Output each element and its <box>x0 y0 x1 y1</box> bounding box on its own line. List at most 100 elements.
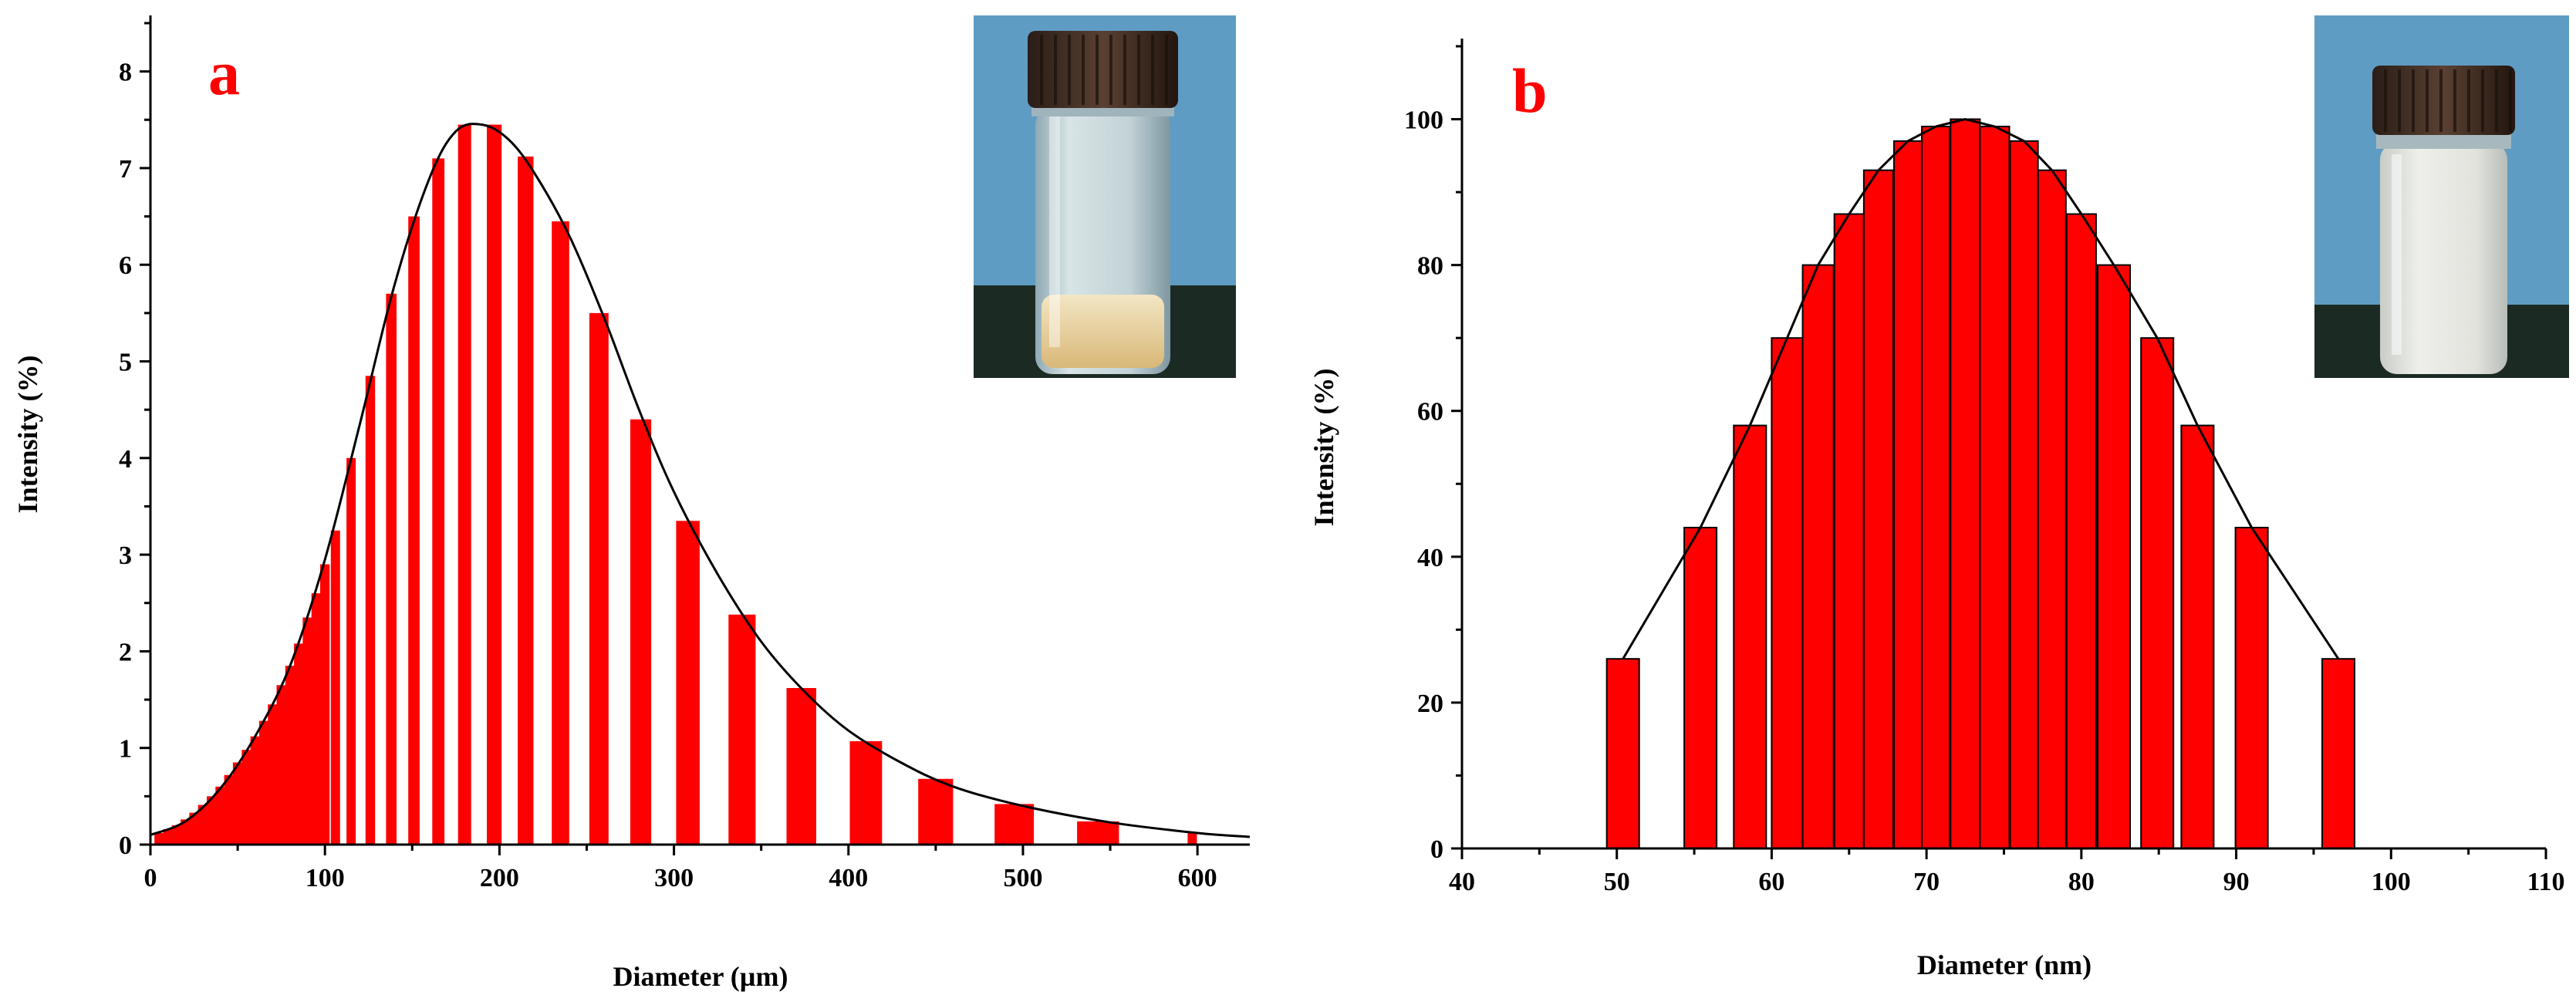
a-bar <box>1187 833 1197 845</box>
b-inset-vial-photo <box>2314 15 2569 378</box>
b-axes: 40 50 60 70 80 90 100 110 0 20 40 60 80 100 <box>1404 39 2565 896</box>
b-y-tick-label: 40 <box>1417 544 1443 572</box>
a-y-tick-label: 5 <box>119 349 132 377</box>
a-inset-vial-photo <box>974 15 1236 378</box>
b-bar <box>2009 140 2039 849</box>
b-y-tick-label: 60 <box>1417 398 1443 427</box>
a-bar <box>994 804 1035 845</box>
b-x-tick-label: 100 <box>2372 868 2411 896</box>
b-bars <box>1605 118 2355 850</box>
a-y-tick-label: 3 <box>119 541 132 570</box>
b-y-tick-label: 80 <box>1417 252 1443 281</box>
a-x-tick-label: 200 <box>480 864 519 892</box>
b-bar <box>1733 424 1767 849</box>
b-bar <box>1771 337 1804 849</box>
a-bar <box>224 774 234 845</box>
b-bar <box>1950 118 1981 849</box>
panel-a: 0 100 200 300 400 500 600 0 1 2 3 4 5 6 7 8 a Diameter … <box>12 15 1251 992</box>
a-bar <box>487 124 502 845</box>
b-bar <box>2234 527 2269 849</box>
a-x-tick-label: 500 <box>1003 864 1042 892</box>
a-bar <box>365 376 376 845</box>
a-y-tick-label: 0 <box>119 831 132 860</box>
a-bar <box>849 740 883 845</box>
a-bar <box>181 819 191 845</box>
b-bar <box>1979 126 2010 849</box>
b-bar <box>2097 264 2131 850</box>
a-bar <box>215 786 225 845</box>
b-bar <box>1605 658 1640 850</box>
a-bar <box>630 419 652 845</box>
a-y-tick-label: 6 <box>119 251 132 280</box>
a-axes: 0 100 200 300 400 500 600 0 1 2 3 4 5 6 7 8 <box>119 15 1250 892</box>
a-y-tick-label: 4 <box>119 445 132 474</box>
a-bar <box>171 825 182 845</box>
a-bar <box>589 312 609 845</box>
a-bar <box>346 457 356 845</box>
a-bar <box>311 593 321 845</box>
a-x-tick-label: 300 <box>654 864 694 892</box>
a-bar <box>154 833 164 845</box>
b-bar <box>1801 264 1835 850</box>
b-y-tick-label: 20 <box>1417 690 1443 718</box>
panel-b-label: b <box>1512 56 1548 126</box>
b-bar <box>2180 424 2215 849</box>
a-bar <box>432 158 445 845</box>
a-bar <box>457 124 471 845</box>
a-x-tick-label: 100 <box>306 864 345 892</box>
b-x-tick-label: 50 <box>1604 868 1630 896</box>
a-bar <box>1077 821 1119 845</box>
b-x-axis-title: Diameter (nm) <box>1917 949 2092 980</box>
a-bar <box>918 778 954 845</box>
a-bar <box>676 521 700 845</box>
a-x-tick-label: 600 <box>1178 864 1217 892</box>
b-bar <box>2037 169 2067 849</box>
a-bar <box>232 762 243 845</box>
b-bar <box>1683 527 1718 849</box>
a-bar <box>786 688 816 845</box>
b-bar <box>2140 337 2175 849</box>
b-x-tick-label: 110 <box>2527 868 2564 896</box>
a-bar <box>241 750 252 845</box>
a-x-tick-label: 0 <box>144 864 157 892</box>
a-x-axis-title: Diameter (µm) <box>613 961 788 992</box>
a-bar <box>207 796 217 845</box>
b-bar <box>1893 140 1923 849</box>
a-y-tick-label: 7 <box>119 155 132 184</box>
b-y-tick-label: 100 <box>1404 106 1443 135</box>
a-bar <box>302 617 312 845</box>
a-bar <box>552 221 569 845</box>
b-y-axis-title: Intensity (%) <box>1308 369 1339 527</box>
b-x-tick-label: 90 <box>2223 868 2250 896</box>
a-bar <box>276 685 286 845</box>
b-y-tick-label: 0 <box>1430 835 1443 864</box>
a-bar <box>408 216 420 845</box>
a-y-tick-label: 1 <box>119 735 132 764</box>
a-bar <box>294 643 304 845</box>
b-x-tick-label: 40 <box>1449 868 1475 896</box>
a-bar <box>386 293 397 845</box>
b-x-tick-label: 60 <box>1758 868 1784 896</box>
b-x-tick-label: 80 <box>2068 868 2095 896</box>
a-bar <box>258 720 269 845</box>
b-bar <box>1862 169 1894 849</box>
b-bar <box>1833 213 1865 849</box>
b-bar <box>1921 126 1951 849</box>
a-x-tick-label: 400 <box>829 864 868 892</box>
a-bar <box>728 614 756 845</box>
a-bar <box>518 156 534 845</box>
a-bar <box>285 666 295 845</box>
a-bar <box>250 736 260 845</box>
panel-b: 40 50 60 70 80 90 100 110 0 20 40 60 80 100 b Diamete… <box>1308 15 2569 980</box>
a-y-axis-title: Intensity (%) <box>12 356 43 514</box>
a-bar <box>330 530 340 845</box>
b-bar <box>2321 658 2355 850</box>
a-bar <box>189 812 199 845</box>
a-bar <box>268 704 278 845</box>
a-bar <box>163 829 173 845</box>
a-fit-curve <box>150 123 1251 838</box>
b-bar <box>2065 213 2097 849</box>
b-fit-curve <box>1622 117 2340 660</box>
a-bar <box>320 564 330 845</box>
